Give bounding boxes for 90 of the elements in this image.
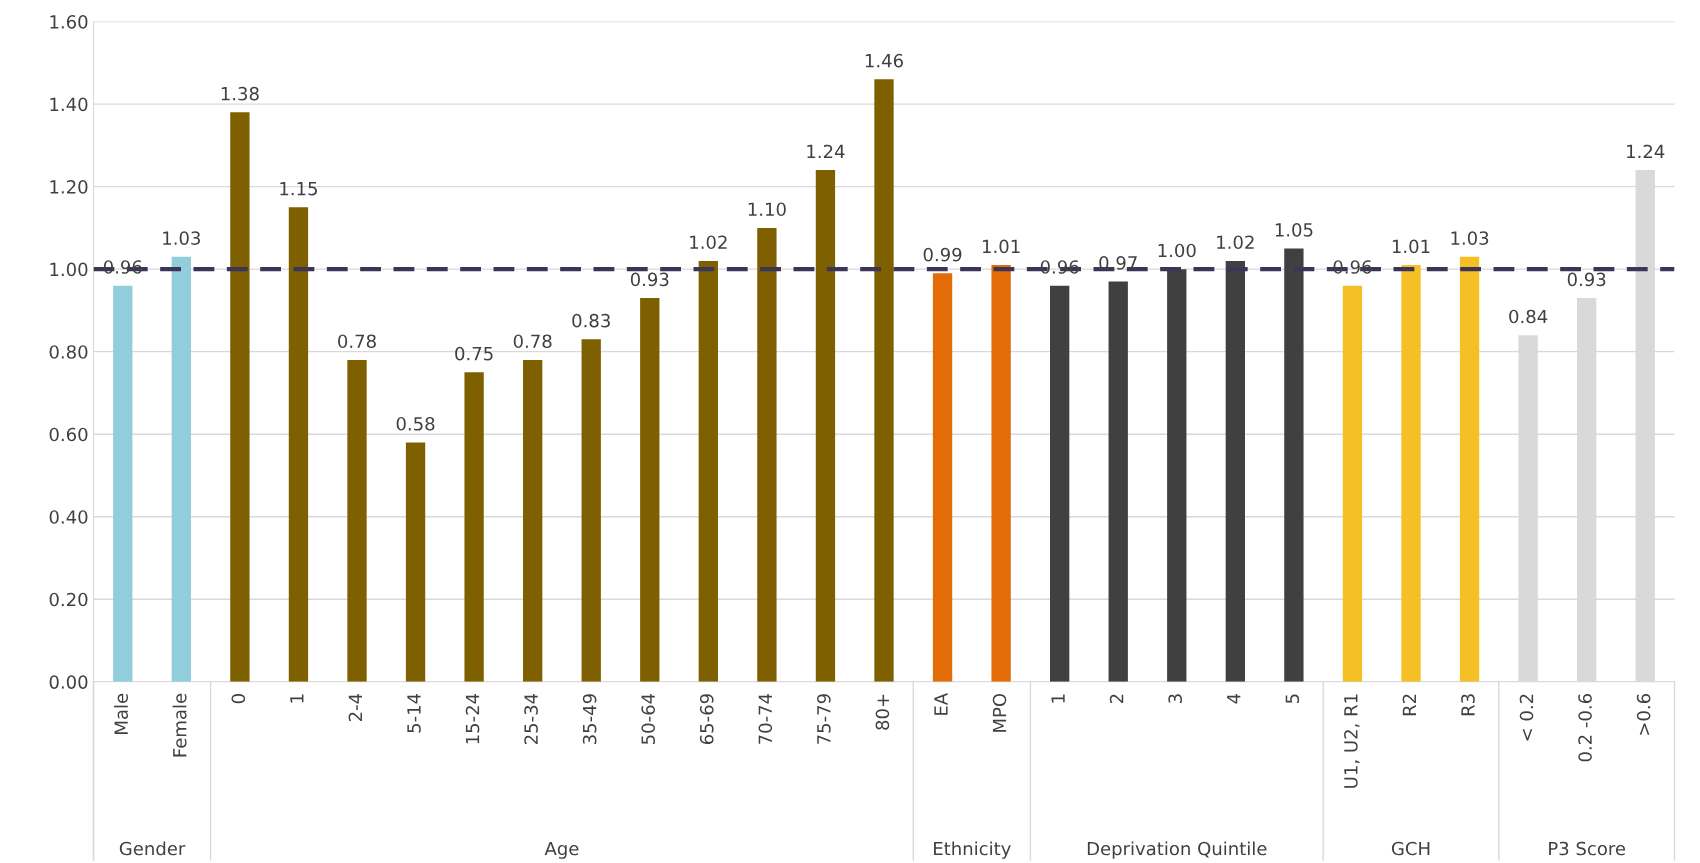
bar xyxy=(171,256,191,682)
bar xyxy=(464,372,484,682)
x-tick-label: 0 xyxy=(231,694,246,704)
bar xyxy=(1167,269,1187,682)
x-tick-label: 2 xyxy=(1109,694,1124,704)
data-label: 0.83 xyxy=(572,313,610,328)
x-tick-label: 0.2 -0.6 xyxy=(1578,694,1592,762)
data-label: 1.15 xyxy=(280,182,317,196)
bar xyxy=(640,298,660,682)
bar xyxy=(1050,285,1070,682)
x-tick-label: 3 xyxy=(1168,694,1183,703)
x-tick-label: 1 xyxy=(290,694,304,703)
x-tick-label: < 0.2 xyxy=(1519,694,1534,741)
text: P3 Score xyxy=(1549,841,1626,856)
bar xyxy=(991,265,1011,682)
x-tick-label: MPO xyxy=(992,693,1007,732)
x-tick-label: 50-64 xyxy=(641,693,656,744)
x-tick-label: 35-49 xyxy=(582,694,597,744)
data-label: 0.78 xyxy=(513,334,552,349)
data-label: 0.93 xyxy=(1567,272,1606,287)
bar xyxy=(230,112,250,682)
bar xyxy=(1401,265,1421,682)
text: GCH xyxy=(1391,841,1430,856)
y-tick-label: 1.00 xyxy=(50,262,88,277)
x-tick-label: 75-79 xyxy=(817,694,831,744)
bar xyxy=(1459,256,1480,682)
bar xyxy=(698,260,718,682)
data-label: 1.10 xyxy=(748,202,786,217)
data-label: 1.46 xyxy=(865,53,903,68)
data-label: 0.93 xyxy=(630,272,669,287)
x-tick-label: 1 xyxy=(1051,694,1065,703)
x-tick-label: 5-14 xyxy=(407,693,421,733)
data-label: 1.05 xyxy=(1275,223,1313,237)
data-label: 0.78 xyxy=(338,334,376,349)
y-tick-label: 1.20 xyxy=(50,180,88,194)
x-tick-label: 65-69 xyxy=(699,694,714,745)
bar xyxy=(288,207,309,682)
bar xyxy=(113,285,133,682)
x-tick-label: R2 xyxy=(1402,694,1416,716)
x-tick-label: Female xyxy=(172,693,187,757)
bar xyxy=(757,227,777,682)
data-label: 1.03 xyxy=(163,231,200,245)
data-label: 0.75 xyxy=(455,346,493,361)
bar xyxy=(581,339,601,682)
x-tick-label: U1, U2, R1 xyxy=(1344,694,1360,788)
y-tick-label: 0.20 xyxy=(49,592,88,607)
y-tick-label: 0.80 xyxy=(49,345,88,359)
bar xyxy=(1284,248,1304,682)
data-label: 1.02 xyxy=(1217,235,1254,250)
bar xyxy=(932,273,953,682)
x-tick-label: 70-74 xyxy=(758,693,773,744)
bar xyxy=(815,170,836,682)
y-tick-label: 0.40 xyxy=(49,510,88,524)
x-tick-label: 15-24 xyxy=(465,693,480,744)
x-tick-label: 4 xyxy=(1227,693,1241,704)
data-label: 1.38 xyxy=(221,86,259,101)
bar xyxy=(874,79,894,682)
data-label: 1.24 xyxy=(807,144,845,159)
data-label: 1.00 xyxy=(1158,243,1196,258)
y-tick-label: 1.40 xyxy=(50,97,88,112)
bar xyxy=(1225,260,1245,682)
text: Gender xyxy=(119,841,186,856)
data-label: 1.01 xyxy=(1392,239,1430,254)
x-tick-label: >0.6 xyxy=(1636,694,1651,735)
text: Deprivation Quintile xyxy=(1087,841,1267,859)
data-label: 1.02 xyxy=(690,235,727,250)
bar xyxy=(523,359,543,682)
y-tick-label: 1.60 xyxy=(50,15,88,29)
y-tick-label: 0.60 xyxy=(49,427,88,442)
text: Age xyxy=(544,841,579,859)
data-label: 0.99 xyxy=(923,247,962,262)
x-tick-label: 80+ xyxy=(875,694,890,730)
data-label: 1.01 xyxy=(982,239,1020,254)
x-tick-label: R3 xyxy=(1461,694,1475,716)
bar xyxy=(1342,285,1363,682)
bar xyxy=(347,359,367,682)
x-tick-label: 2-4 xyxy=(348,693,362,722)
bar xyxy=(405,442,426,682)
data-label: 1.24 xyxy=(1627,144,1665,159)
x-tick-label: 25-34 xyxy=(524,693,538,745)
data-label: 0.97 xyxy=(1099,256,1137,270)
data-label: 1.03 xyxy=(1451,231,1489,245)
x-tick-label: Male xyxy=(114,693,129,734)
bar xyxy=(1108,281,1128,682)
data-label: 0.84 xyxy=(1509,309,1548,324)
x-tick-label: EA xyxy=(934,693,948,715)
x-tick-label: 5 xyxy=(1285,694,1300,703)
text: Ethnicity xyxy=(934,841,1011,859)
data-label: 0.58 xyxy=(396,416,435,431)
y-tick-label: 0.00 xyxy=(49,675,88,689)
